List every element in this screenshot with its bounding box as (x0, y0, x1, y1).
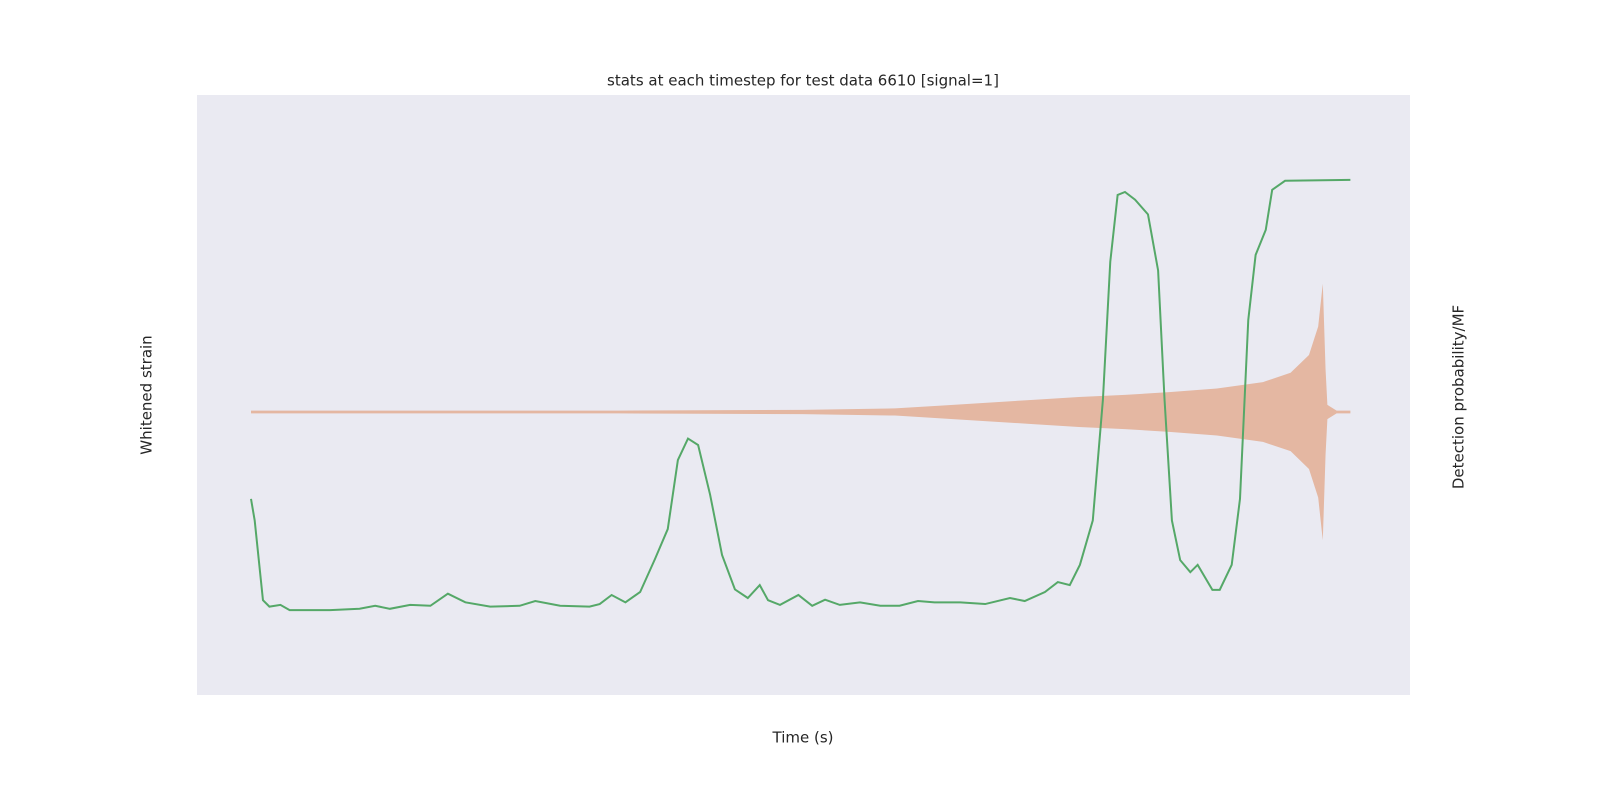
stat-line (250, 178, 1351, 612)
signal-area (251, 283, 1351, 541)
x-axis-label: Time (s) (772, 729, 834, 747)
y-axis-label: Whitened strain (138, 335, 156, 454)
chart-title: stats at each timestep for test data 661… (607, 72, 999, 90)
marks (250, 178, 1351, 612)
y2-axis-label: Detection probability/MF (1450, 305, 1468, 489)
